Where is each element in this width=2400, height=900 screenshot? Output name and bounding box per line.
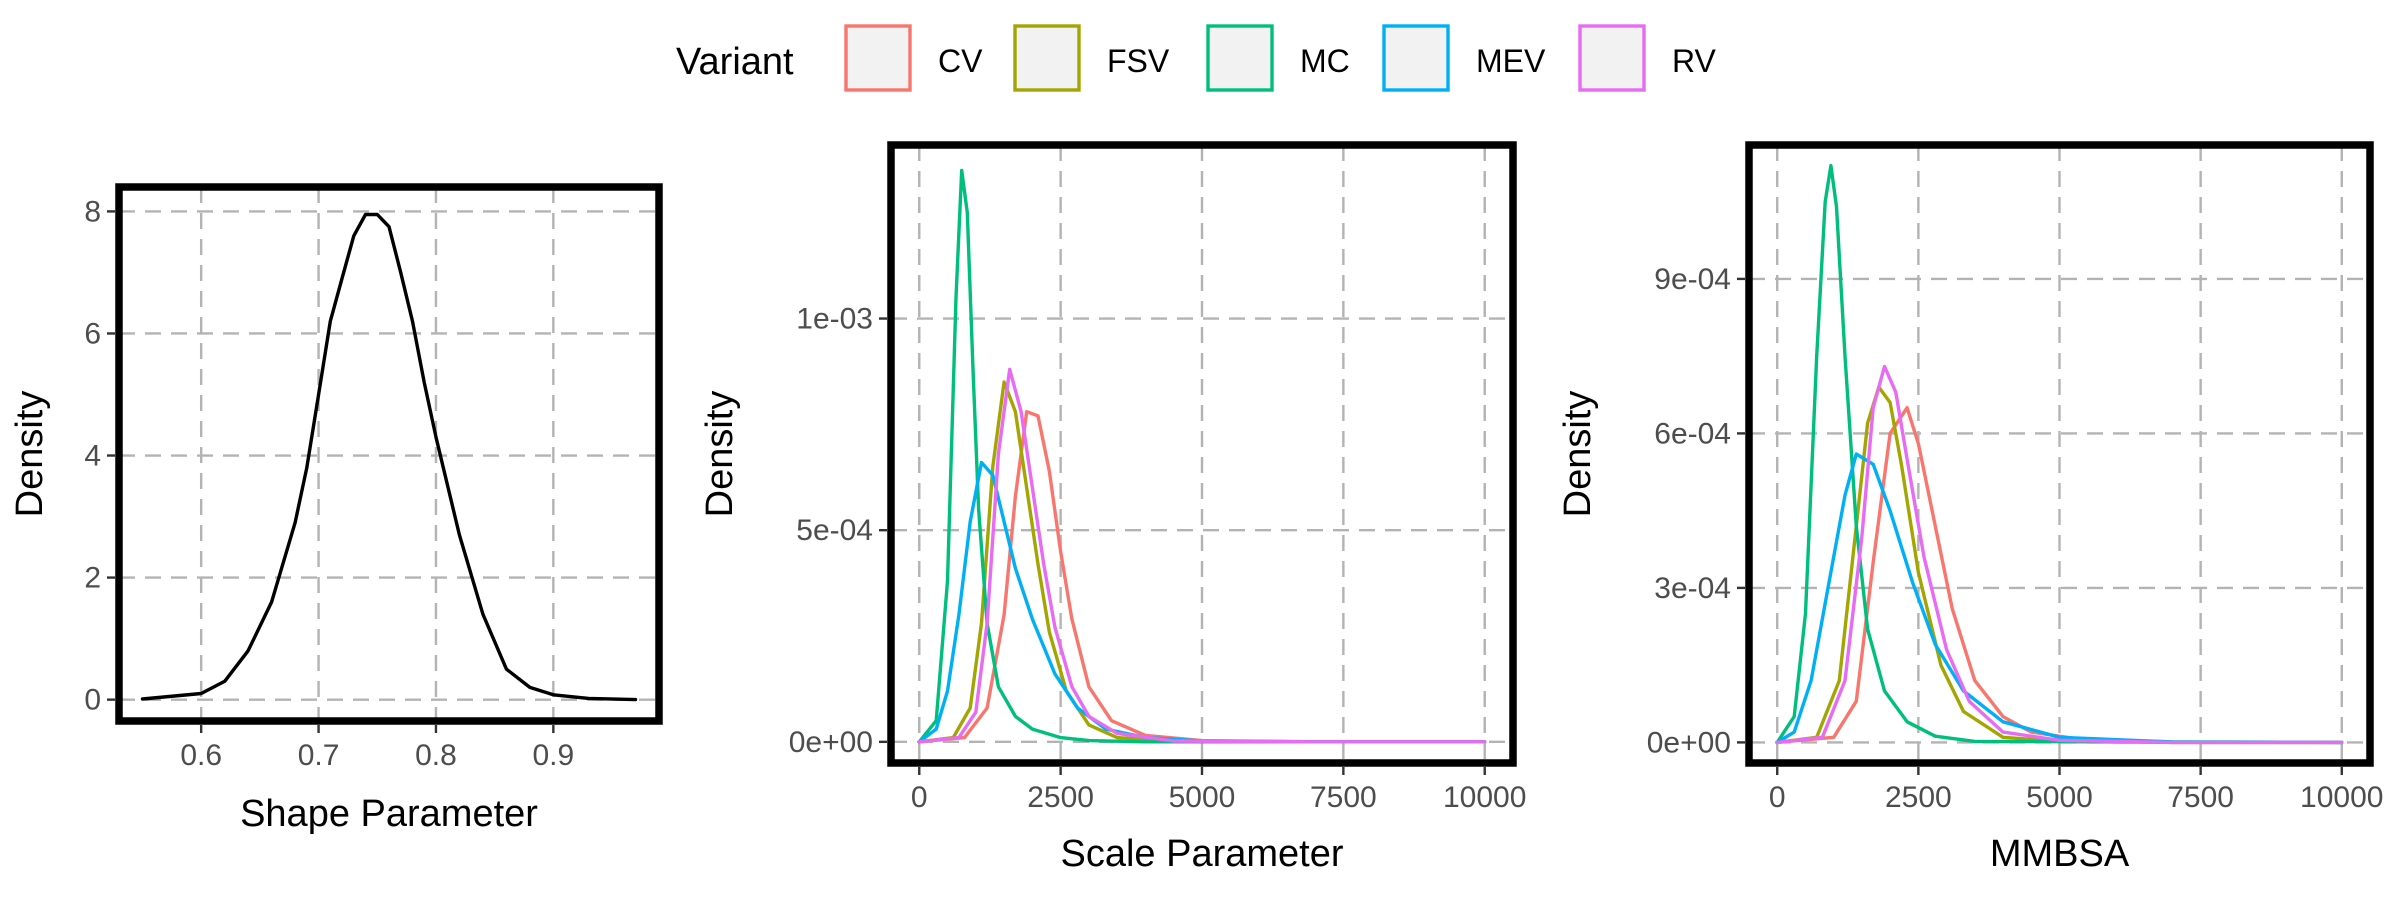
- density-curve-rv: [917, 367, 1487, 744]
- y-tick-label: 2: [84, 562, 101, 595]
- density-curve-mev: [1775, 452, 2344, 745]
- legend-key-rv: [1578, 24, 1646, 92]
- legend-key-cv: [844, 24, 912, 92]
- legend-item-mc: MC: [1206, 24, 1350, 92]
- y-axis-title: Density: [9, 391, 51, 518]
- x-tick-label: 10000: [2300, 781, 2383, 814]
- legend-item-fsv: FSV: [1013, 24, 1170, 92]
- legend-label-mev: MEV: [1476, 43, 1546, 79]
- legend-key-mc: [1206, 24, 1274, 92]
- density-curve-fsv: [917, 380, 1487, 744]
- y-tick-label: 0: [84, 684, 101, 717]
- legend-key-fsv: [1013, 24, 1081, 92]
- density-curve-mc: [1775, 163, 2344, 745]
- x-tick-label: 5000: [2026, 781, 2093, 814]
- density-curves: [140, 212, 638, 702]
- y-tick-label: 0e+00: [1647, 726, 1731, 759]
- legend-label-mc: MC: [1300, 43, 1350, 79]
- x-axis: 0 2500 5000 7500 10000: [911, 767, 1526, 814]
- legend-key-mev: [1382, 24, 1450, 92]
- legend-item-cv: CV: [844, 24, 983, 92]
- density-panel-3: 0 2500 5000 7500 10000 0e+00 3e-04 6e-04 9e-04 MM…: [1557, 141, 2383, 875]
- density-curve-series-1: [140, 212, 638, 702]
- panel-border: [115, 183, 663, 725]
- x-tick-label: 2500: [1885, 781, 1952, 814]
- density-curves: [1775, 163, 2344, 745]
- x-tick-label: 0.9: [532, 739, 574, 772]
- y-tick-label: 6e-04: [1654, 417, 1731, 450]
- y-axis-title: Density: [699, 391, 741, 518]
- y-tick-label: 3e-04: [1654, 572, 1731, 605]
- density-panel-1: 0.6 0.7 0.8 0.9 0 2 4 6 8 Shape Parameter Density: [9, 183, 663, 835]
- x-tick-label: 10000: [1443, 781, 1526, 814]
- y-axis: 0e+00 3e-04 6e-04 9e-04: [1647, 263, 1745, 759]
- variant-legend: Variant CV FSV MC MEV RV: [676, 24, 1717, 92]
- legend-label-fsv: FSV: [1107, 43, 1170, 79]
- y-tick-label: 0e+00: [789, 726, 873, 759]
- panel-border: [887, 141, 1517, 767]
- x-tick-label: 0.8: [415, 739, 457, 772]
- y-tick-label: 9e-04: [1654, 263, 1731, 296]
- panel-border: [1745, 141, 2374, 767]
- y-tick-label: 1e-03: [796, 303, 873, 336]
- x-axis: 0 2500 5000 7500 10000: [1769, 767, 2383, 814]
- x-tick-label: 0: [1769, 781, 1786, 814]
- x-axis: 0.6 0.7 0.8 0.9: [180, 725, 574, 772]
- y-axis: 0 2 4 6 8: [84, 195, 115, 717]
- x-axis-title: Scale Parameter: [1060, 833, 1343, 875]
- y-axis: 0e+00 5e-04 1e-03: [789, 303, 887, 759]
- density-curve-mc: [917, 168, 1487, 744]
- legend-title: Variant: [676, 41, 794, 83]
- y-tick-label: 6: [84, 317, 101, 350]
- y-tick-label: 5e-04: [796, 514, 873, 547]
- y-tick-label: 4: [84, 440, 101, 473]
- x-tick-label: 0.6: [180, 739, 222, 772]
- gridlines: [119, 187, 659, 721]
- density-curves: [917, 168, 1487, 744]
- legend-item-rv: RV: [1578, 24, 1717, 92]
- x-tick-label: 5000: [1169, 781, 1236, 814]
- y-axis-title: Density: [1557, 391, 1599, 518]
- x-axis-title: MMBSA: [1990, 833, 2130, 875]
- legend-item-mev: MEV: [1382, 24, 1546, 92]
- x-tick-label: 7500: [1310, 781, 1377, 814]
- legend-label-cv: CV: [938, 43, 983, 79]
- y-tick-label: 8: [84, 195, 101, 228]
- density-panel-2: 0 2500 5000 7500 10000 0e+00 5e-04 1e-03 Scale P…: [699, 141, 1526, 875]
- legend-label-rv: RV: [1672, 43, 1717, 79]
- x-tick-label: 0.7: [298, 739, 340, 772]
- gridlines: [891, 145, 1513, 763]
- gridlines: [1749, 145, 2370, 763]
- x-tick-label: 2500: [1027, 781, 1094, 814]
- x-axis-title: Shape Parameter: [240, 793, 538, 835]
- x-tick-label: 7500: [2167, 781, 2234, 814]
- x-tick-label: 0: [911, 781, 928, 814]
- density-curve-rv: [1775, 364, 2344, 745]
